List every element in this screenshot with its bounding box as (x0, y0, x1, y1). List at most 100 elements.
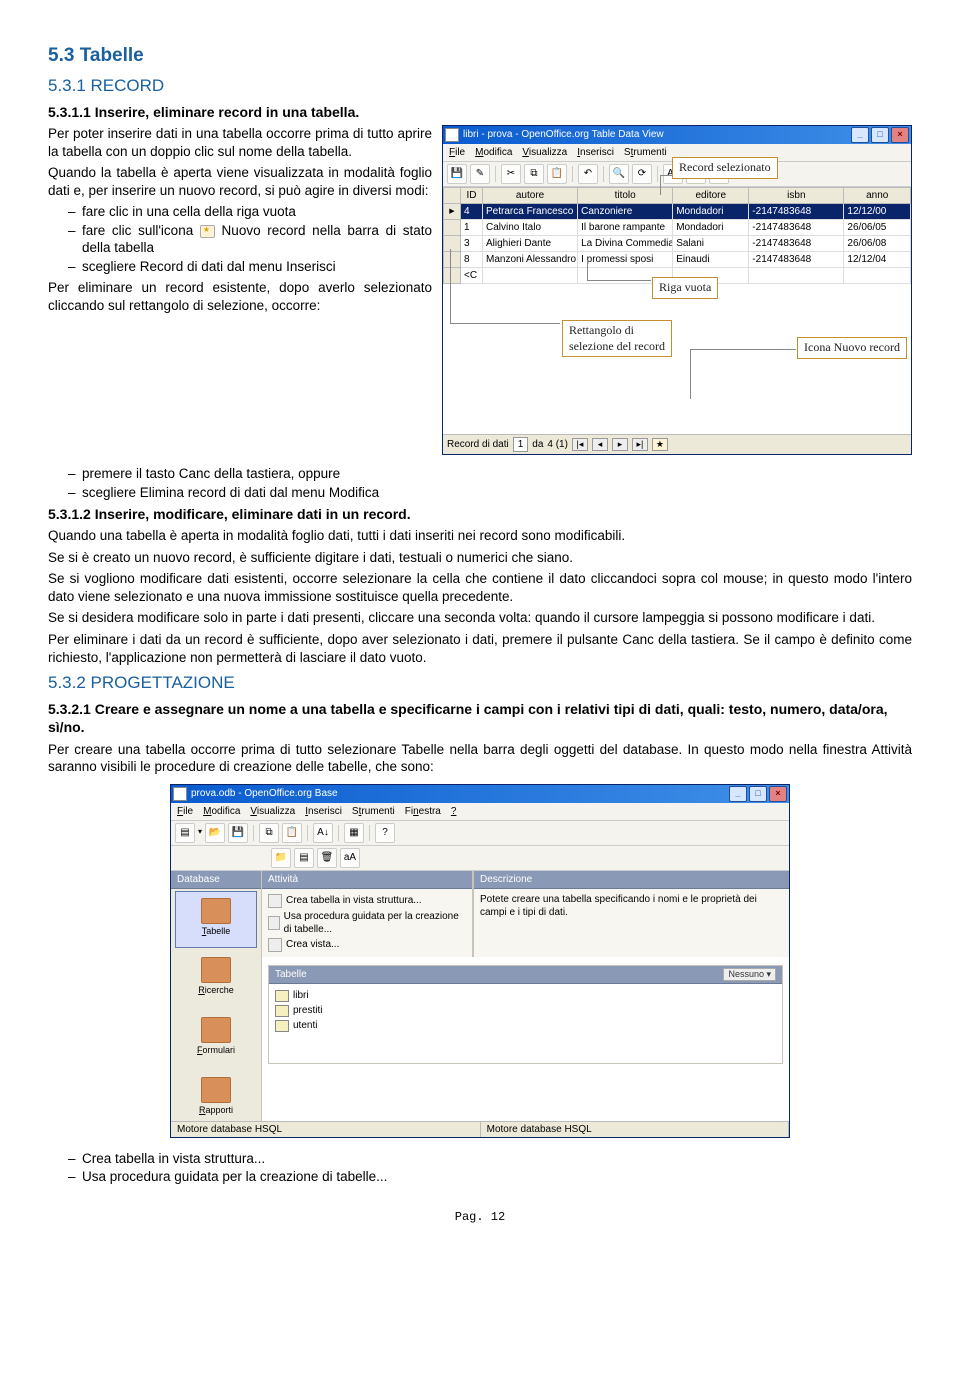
table-icon (275, 1005, 289, 1017)
list-item: Usa procedura guidata per la creazione d… (68, 1168, 912, 1186)
activity-panel-header: Attività (262, 871, 472, 889)
new-icon[interactable]: ▤ (175, 823, 195, 843)
undo-icon[interactable]: ↶ (578, 164, 598, 184)
activity-label: Crea vista... (286, 938, 339, 951)
table-item[interactable]: libri (269, 988, 782, 1003)
sort-icon[interactable]: A↓ (313, 823, 333, 843)
table-icon (275, 990, 289, 1002)
maximize-icon[interactable]: □ (749, 786, 767, 802)
folder-icon[interactable]: 📁 (271, 848, 291, 868)
activity-item[interactable]: Crea vista... (262, 937, 472, 953)
menu-file[interactable]: File (449, 146, 465, 159)
table-item[interactable]: utenti (269, 1018, 782, 1033)
minimize-icon[interactable]: _ (851, 127, 869, 143)
menubar: File Modifica Visualizza Inserisci Strum… (171, 803, 789, 821)
heading-5-3-1-2: 5.3.1.2 Inserire, modificare, eliminare … (48, 505, 912, 523)
column-header[interactable]: editore (673, 187, 749, 204)
close-icon[interactable]: × (769, 786, 787, 802)
view-icon[interactable]: ▤ (294, 848, 314, 868)
record-da: da (532, 438, 543, 451)
table-label: utenti (293, 1019, 317, 1032)
column-header[interactable]: titolo (578, 187, 673, 204)
menu-finestra[interactable]: Finestra (405, 805, 441, 818)
list-item: fare clic sull'icona Nuovo record nella … (68, 222, 912, 257)
refresh-icon[interactable]: ⟳ (632, 164, 652, 184)
table-label: prestiti (293, 1004, 322, 1017)
delete-icon[interactable]: 🗑 (317, 848, 337, 868)
menu-inserisci[interactable]: Inserisci (305, 805, 342, 818)
form-icon[interactable]: ▦ (344, 823, 364, 843)
column-header[interactable]: autore (483, 187, 578, 204)
edit-icon[interactable]: ✎ (470, 164, 490, 184)
menu-visualizza[interactable]: Visualizza (522, 146, 567, 159)
activity-item[interactable]: Crea tabella in vista struttura... (262, 893, 472, 909)
save-icon[interactable]: 💾 (447, 164, 467, 184)
heading-5-3-2-1: 5.3.2.1 Creare e assegnare un nome a una… (48, 700, 912, 736)
nav-prev-icon[interactable]: ◂ (592, 438, 608, 452)
database-object-formulari[interactable]: Formulari (175, 1010, 257, 1068)
menu-inserisci[interactable]: Inserisci (577, 146, 614, 159)
nav-next-icon[interactable]: ▸ (612, 438, 628, 452)
paste-icon[interactable]: 📋 (282, 823, 302, 843)
doc-icon (445, 128, 459, 142)
callout-icona-nuovo: Icona Nuovo record (797, 337, 907, 359)
menu-strumenti[interactable]: Strumenti (352, 805, 395, 818)
ricerche-icon (201, 957, 231, 983)
table-label: libri (293, 989, 309, 1002)
table-icon (275, 1020, 289, 1032)
minimize-icon[interactable]: _ (729, 786, 747, 802)
activity-label: Usa procedura guidata per la creazione d… (284, 910, 466, 936)
database-object-label: Ricerche (198, 985, 234, 997)
save-icon[interactable]: 💾 (228, 823, 248, 843)
task-icon (268, 938, 282, 952)
column-header[interactable]: isbn (749, 187, 844, 204)
paste-icon[interactable]: 📋 (547, 164, 567, 184)
list-item: scegliere Elimina record di dati dal men… (68, 484, 912, 502)
list-item: Crea tabella in vista struttura... (68, 1150, 912, 1168)
formulari-icon (201, 1017, 231, 1043)
database-object-label: Rapporti (199, 1105, 233, 1117)
column-header[interactable]: anno (844, 187, 911, 204)
paragraph: Se si vogliono modificare dati esistenti… (48, 570, 912, 605)
record-pos: 1 (513, 437, 529, 452)
menu-strumenti[interactable]: Strumenti (624, 146, 667, 159)
menu-modifica[interactable]: Modifica (475, 146, 512, 159)
view-mode-dropdown[interactable]: Nessuno ▾ (723, 968, 776, 982)
status-cell: Motore database HSQL (481, 1122, 789, 1137)
database-object-tabelle[interactable]: Tabelle (175, 891, 257, 949)
column-header[interactable]: ID (461, 187, 483, 204)
database-object-label: Tabelle (202, 926, 231, 938)
menu-file[interactable]: File (177, 805, 193, 818)
table-item[interactable]: prestiti (269, 1003, 782, 1018)
menu-help[interactable]: ? (451, 805, 457, 818)
cut-icon[interactable]: ✂ (501, 164, 521, 184)
list-item: scegliere Record di dati dal menu Inseri… (68, 258, 912, 276)
menu-visualizza[interactable]: Visualizza (250, 805, 295, 818)
list-item: fare clic in una cella della riga vuota (68, 203, 912, 221)
nav-last-icon[interactable]: ▸| (632, 438, 648, 452)
menu-modifica[interactable]: Modifica (203, 805, 240, 818)
database-object-rapporti[interactable]: Rapporti (175, 1070, 257, 1128)
window-title: prova.odb - OpenOffice.org Base (187, 787, 729, 800)
rename-icon[interactable]: aA (340, 848, 360, 868)
callout-riga-vuota: Riga vuota (652, 277, 718, 299)
help-icon[interactable]: ? (375, 823, 395, 843)
activity-item[interactable]: Usa procedura guidata per la creazione d… (262, 909, 472, 937)
open-icon[interactable]: 📂 (205, 823, 225, 843)
copy-icon[interactable]: ⧉ (524, 164, 544, 184)
row-selector-header[interactable] (443, 187, 461, 204)
maximize-icon[interactable]: □ (871, 127, 889, 143)
nav-new-record-icon[interactable]: ★ (652, 438, 668, 452)
record-tot: 4 (1) (547, 438, 568, 451)
description-panel-header: Descrizione (474, 871, 789, 889)
base-main-screenshot: prova.odb - OpenOffice.org Base _ □ × Fi… (170, 784, 790, 1138)
nav-first-icon[interactable]: |◂ (572, 438, 588, 452)
database-object-ricerche[interactable]: Ricerche (175, 950, 257, 1008)
status-cell: Motore database HSQL (171, 1122, 481, 1137)
heading-5-3-1-1: 5.3.1.1 Inserire, eliminare record in un… (48, 103, 912, 121)
copy-icon[interactable]: ⧉ (259, 823, 279, 843)
record-label: Record di dati (447, 438, 509, 451)
callout-record-selezionato: Record selezionato (672, 157, 778, 179)
close-icon[interactable]: × (891, 127, 909, 143)
find-icon[interactable]: 🔍 (609, 164, 629, 184)
